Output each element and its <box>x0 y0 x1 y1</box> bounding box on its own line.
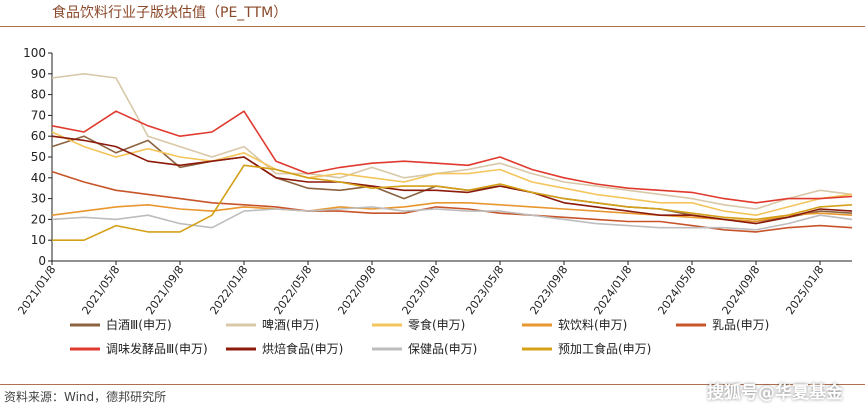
x-tick-label: 2025/01/8 <box>783 263 826 317</box>
x-tick-label: 2022/01/8 <box>207 263 250 317</box>
x-tick-label: 2024/01/8 <box>591 263 634 317</box>
y-tick-label: 90 <box>31 67 46 81</box>
source-divider <box>0 384 865 385</box>
axes: 0 10 20 30 40 50 60 70 80 90 100 2021/01/8 2021/05/8… <box>15 46 852 317</box>
legend: 白酒Ⅲ(申万) 啤酒(申万) 零食(申万) 软饮料(申万) 乳品(申万) 调味发酵品Ⅲ(申… <box>70 317 769 356</box>
x-tick-label: 2023/05/8 <box>463 263 506 317</box>
watermark: 搜狐号@华夏基金 <box>707 383 843 403</box>
y-tick-label: 50 <box>31 150 46 164</box>
x-tick-label: 2021/09/8 <box>143 263 186 317</box>
legend-label: 白酒Ⅲ(申万) <box>106 317 172 332</box>
y-tick-label: 10 <box>31 233 46 247</box>
x-tick-label: 2021/05/8 <box>79 263 122 317</box>
series-line <box>51 170 853 233</box>
chart-title: 食品饮料行业子版块估值（PE_TTM） <box>52 5 288 21</box>
series-line <box>51 206 853 231</box>
legend-label: 软饮料(申万) <box>558 318 627 332</box>
legend-label: 零食(申万) <box>408 317 465 332</box>
legend-label: 保健品(申万) <box>408 342 477 356</box>
x-tick-label: 2022/09/8 <box>335 263 378 317</box>
x-tick-label: 2022/05/8 <box>271 263 314 317</box>
source-note: 资料来源：Wind，德邦研究所 <box>4 390 167 404</box>
series-lines <box>51 72 853 241</box>
series-line <box>51 72 853 210</box>
x-tick-label: 2021/01/8 <box>15 263 58 317</box>
y-tick-label: 30 <box>31 192 46 206</box>
legend-label: 烘焙食品(申万) <box>262 341 343 356</box>
y-tick-label: 60 <box>31 129 46 143</box>
legend-label: 乳品(申万) <box>712 318 769 332</box>
y-tick-label: 40 <box>31 171 46 185</box>
legend-label: 预加工食品(申万) <box>558 341 651 356</box>
series-line <box>51 135 853 225</box>
x-tick-label: 2024/05/8 <box>655 263 698 317</box>
line-chart: 0 10 20 30 40 50 60 70 80 90 100 2021/01/8 2021/05/8… <box>15 46 853 356</box>
y-tick-label: 70 <box>31 108 46 122</box>
legend-label: 啤酒(申万) <box>262 317 319 332</box>
series-line <box>51 131 853 216</box>
x-tick-label: 2023/01/8 <box>399 263 442 317</box>
legend-label: 调味发酵品Ⅲ(申万) <box>106 341 208 356</box>
title-divider <box>0 26 865 27</box>
y-tick-label: 20 <box>31 212 46 226</box>
y-tick-label: 80 <box>31 88 46 102</box>
x-tick-label: 2024/09/8 <box>719 263 762 317</box>
series-line <box>52 164 853 241</box>
x-tick-label: 2023/09/8 <box>527 263 570 317</box>
y-tick-label: 0 <box>38 254 46 268</box>
series-line <box>51 110 853 204</box>
y-tick-label: 100 <box>23 46 46 60</box>
